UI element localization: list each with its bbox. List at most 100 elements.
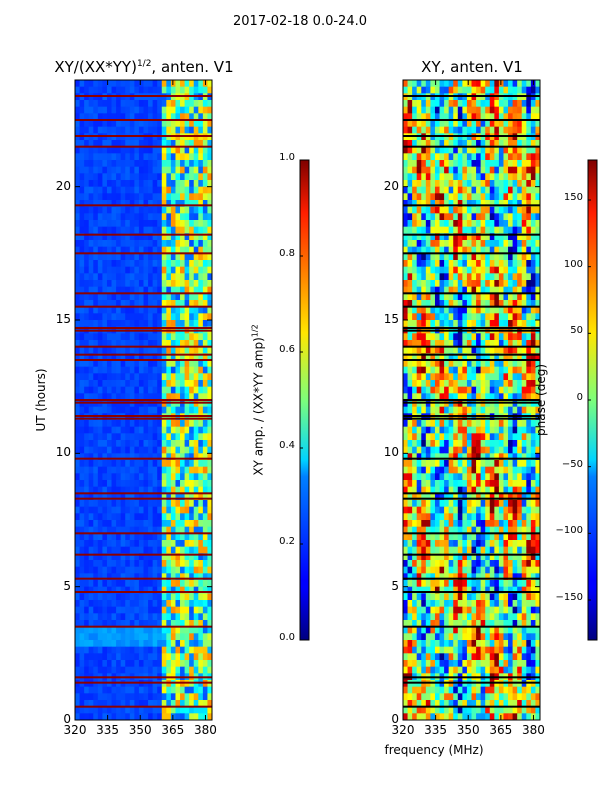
heatmap-cell bbox=[494, 380, 500, 388]
heatmap-cell bbox=[407, 393, 413, 401]
heatmap-cell bbox=[407, 320, 413, 328]
heatmap-cell bbox=[184, 526, 190, 534]
heatmap-cell bbox=[535, 320, 540, 328]
heatmap-cell bbox=[93, 273, 99, 281]
heatmap-cell bbox=[430, 106, 436, 114]
heatmap-cell bbox=[102, 473, 108, 481]
heatmap-cell bbox=[421, 206, 427, 214]
heatmap-cell bbox=[138, 260, 144, 268]
heatmap-cell bbox=[198, 560, 204, 568]
heatmap-cell bbox=[138, 153, 144, 161]
heatmap-cell bbox=[129, 366, 135, 374]
heatmap-cell bbox=[508, 433, 513, 441]
heatmap-cell bbox=[526, 120, 532, 128]
heatmap-cell bbox=[193, 420, 199, 428]
heatmap-cell bbox=[494, 86, 500, 94]
heatmap-cell bbox=[517, 353, 523, 361]
heatmap-cell bbox=[106, 706, 112, 714]
heatmap-cell bbox=[439, 233, 445, 241]
heatmap-cell bbox=[193, 486, 199, 494]
heatmap-cell bbox=[79, 273, 85, 281]
heatmap-cell bbox=[134, 206, 140, 214]
heatmap-cell bbox=[75, 266, 80, 274]
heatmap-cell bbox=[170, 86, 176, 94]
heatmap-cell bbox=[129, 280, 135, 288]
heatmap-cell bbox=[202, 200, 208, 208]
heatmap-cell bbox=[453, 493, 459, 501]
heatmap-cell bbox=[503, 226, 509, 234]
heatmap-cell bbox=[485, 453, 491, 461]
heatmap-cell bbox=[161, 260, 167, 268]
heatmap-cell bbox=[84, 273, 90, 281]
heatmap-cell bbox=[97, 493, 103, 501]
heatmap-cell bbox=[489, 393, 495, 401]
heatmap-cell bbox=[161, 620, 167, 628]
heatmap-cell bbox=[462, 213, 468, 221]
heatmap-cell bbox=[175, 120, 181, 128]
heatmap-cell bbox=[466, 346, 472, 354]
heatmap-cell bbox=[476, 360, 482, 368]
heatmap-cell bbox=[457, 313, 463, 321]
heatmap-cell bbox=[439, 306, 445, 314]
heatmap-cell bbox=[129, 480, 135, 488]
heatmap-cell bbox=[444, 206, 450, 214]
heatmap-cell bbox=[134, 366, 140, 374]
heatmap-cell bbox=[421, 446, 427, 454]
heatmap-cell bbox=[471, 473, 477, 481]
heatmap-cell bbox=[517, 346, 523, 354]
heatmap-cell bbox=[120, 113, 126, 121]
heatmap-cell bbox=[148, 360, 154, 368]
heatmap-cell bbox=[476, 153, 482, 161]
heatmap-cell bbox=[161, 113, 167, 121]
heatmap-cell bbox=[134, 486, 140, 494]
heatmap-cell bbox=[193, 693, 199, 701]
heatmap-cell bbox=[457, 500, 463, 508]
heatmap-cell bbox=[471, 366, 477, 374]
heatmap-cell bbox=[88, 120, 94, 128]
heatmap-cell bbox=[84, 460, 90, 468]
heatmap-cell bbox=[157, 580, 163, 588]
heatmap-cell bbox=[125, 426, 131, 434]
heatmap-cell bbox=[485, 293, 491, 301]
heatmap-cell bbox=[512, 353, 518, 361]
heatmap-cell bbox=[439, 420, 445, 428]
heatmap-cell bbox=[480, 420, 486, 428]
heatmap-cell bbox=[480, 113, 486, 121]
heatmap-cell bbox=[189, 640, 195, 648]
heatmap-cell bbox=[494, 333, 500, 341]
heatmap-cell bbox=[111, 106, 117, 114]
heatmap-cell bbox=[416, 226, 422, 234]
heatmap-cell bbox=[466, 213, 472, 221]
flagged-row-line bbox=[75, 345, 212, 348]
heatmap-cell bbox=[129, 493, 135, 501]
heatmap-cell bbox=[116, 180, 122, 188]
heatmap-cell bbox=[129, 166, 135, 174]
heatmap-cell bbox=[106, 193, 112, 201]
heatmap-cell bbox=[457, 106, 463, 114]
heatmap-cell bbox=[97, 633, 103, 641]
heatmap-cell bbox=[170, 373, 176, 381]
heatmap-cell bbox=[125, 380, 131, 388]
heatmap-cell bbox=[97, 513, 103, 521]
heatmap-cell bbox=[75, 360, 80, 368]
heatmap-cell bbox=[425, 220, 431, 228]
heatmap-cell bbox=[166, 486, 172, 494]
heatmap-cell bbox=[462, 466, 468, 474]
heatmap-cell bbox=[161, 140, 167, 148]
heatmap-cell bbox=[111, 693, 117, 701]
heatmap-cell bbox=[434, 113, 440, 121]
heatmap-cell bbox=[125, 86, 131, 94]
heatmap-cell bbox=[430, 206, 436, 214]
heatmap-cell bbox=[125, 646, 131, 654]
heatmap-cell bbox=[138, 246, 144, 254]
heatmap-cell bbox=[494, 506, 500, 514]
heatmap-cell bbox=[116, 626, 122, 634]
heatmap-cell bbox=[157, 540, 163, 548]
heatmap-cell bbox=[129, 160, 135, 168]
heatmap-cell bbox=[193, 606, 199, 614]
heatmap-cell bbox=[161, 506, 167, 514]
heatmap-cell bbox=[207, 433, 212, 441]
heatmap-cell bbox=[138, 166, 144, 174]
heatmap-cell bbox=[512, 193, 518, 201]
heatmap-cell bbox=[535, 333, 540, 341]
